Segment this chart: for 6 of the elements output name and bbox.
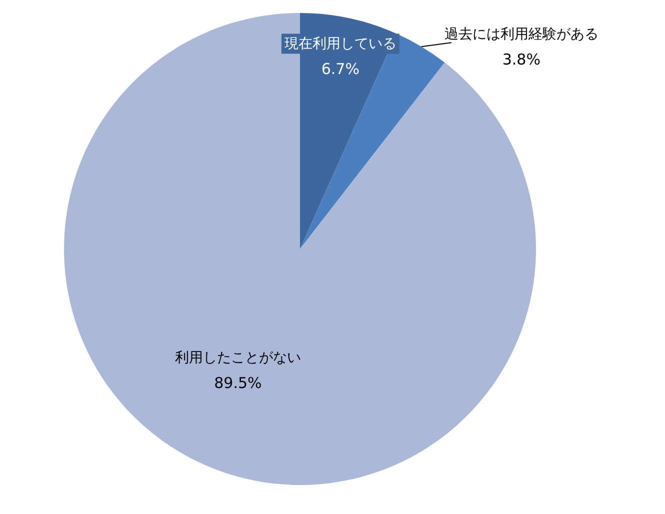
- data-label: 6.7%: [321, 60, 360, 78]
- data-label: 89.5%: [214, 374, 262, 392]
- slice-label: 過去には利用経験がある: [444, 26, 598, 43]
- slice-label: 利用したことがない: [174, 350, 301, 366]
- data-label: 3.8%: [502, 50, 540, 69]
- slice-label: 現在利用している: [284, 36, 396, 52]
